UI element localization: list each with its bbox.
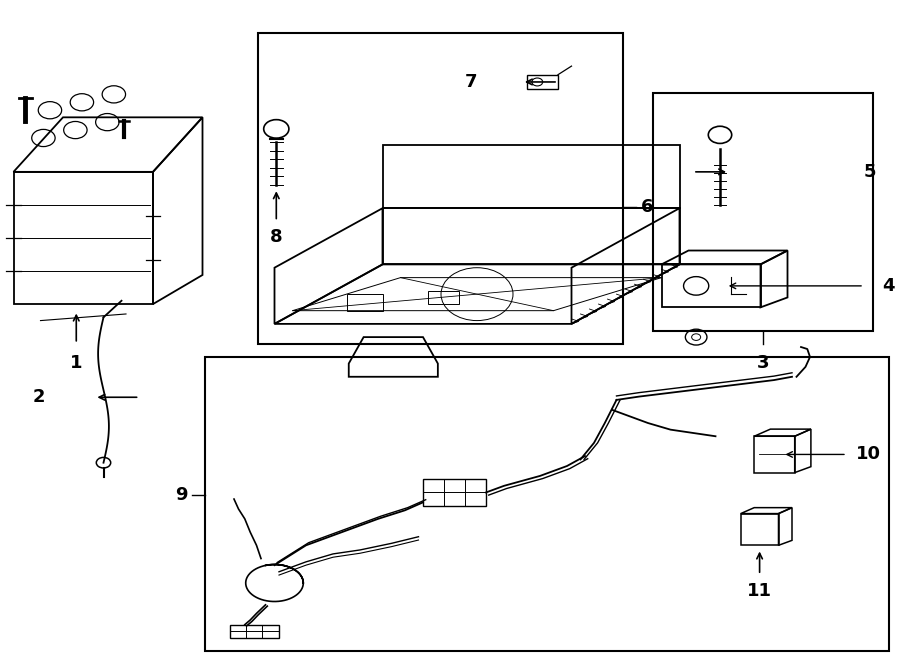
Text: 5: 5 (864, 163, 877, 181)
Text: 2: 2 (32, 388, 45, 407)
Bar (258, 33, 623, 344)
Bar (428, 291, 459, 304)
Text: 4: 4 (882, 277, 895, 295)
Text: 9: 9 (175, 486, 187, 504)
Text: 10: 10 (856, 446, 881, 463)
Bar (652, 93, 873, 330)
Text: 6: 6 (641, 198, 653, 216)
Bar (346, 294, 382, 311)
Text: 8: 8 (270, 228, 283, 246)
Bar (205, 357, 889, 651)
Bar (526, 75, 558, 89)
Text: 1: 1 (70, 354, 83, 371)
Text: 7: 7 (464, 73, 477, 91)
Text: 3: 3 (757, 354, 769, 371)
Text: 11: 11 (747, 582, 772, 600)
